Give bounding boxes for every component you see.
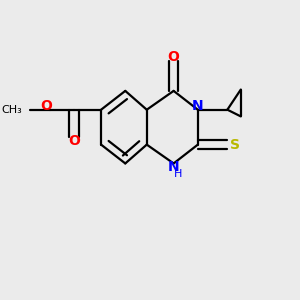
Text: O: O: [40, 100, 52, 113]
Text: O: O: [68, 134, 80, 148]
Text: O: O: [168, 50, 180, 64]
Text: N: N: [192, 99, 204, 113]
Text: N: N: [168, 160, 179, 175]
Text: H: H: [174, 169, 183, 178]
Text: S: S: [230, 138, 240, 152]
Text: CH₃: CH₃: [1, 105, 22, 115]
